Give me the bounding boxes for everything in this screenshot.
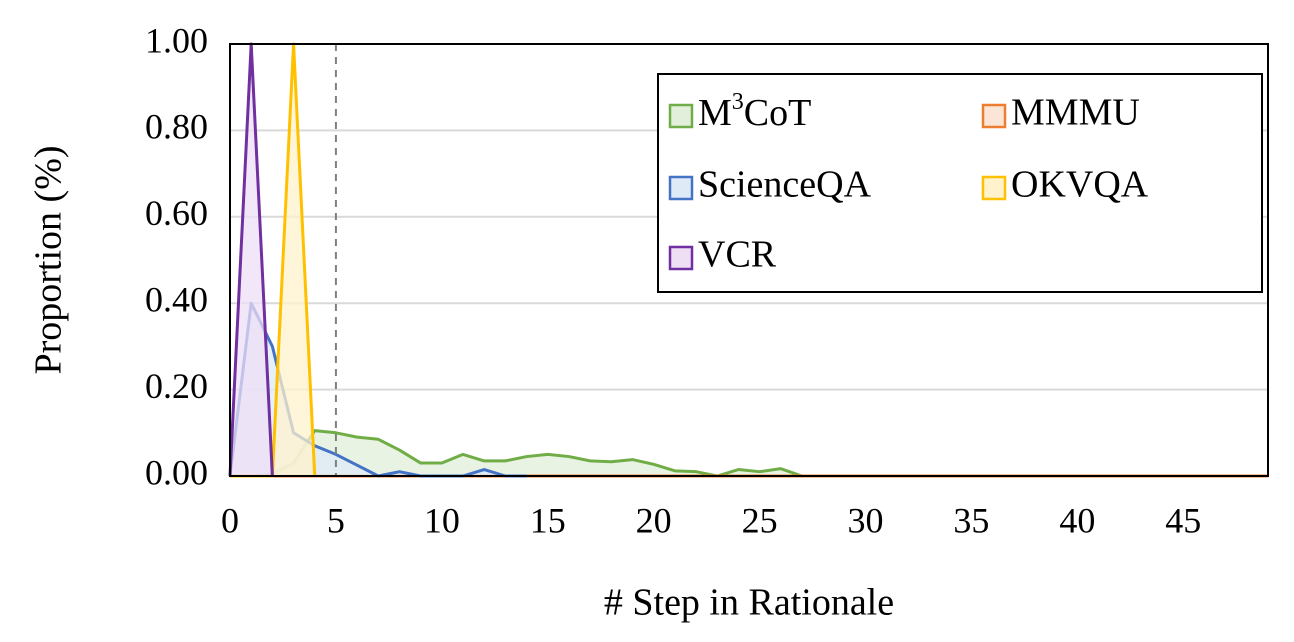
y-tick-labels: 0.00 0.20 0.40 0.60 0.80 1.00 [145,20,208,492]
legend-label: VCR [698,234,777,276]
x-tick-label: 5 [327,500,345,540]
x-tick-label: 25 [742,500,778,540]
series-area [230,44,315,476]
x-tick-label: 45 [1165,500,1201,540]
legend-item: VCR [668,234,777,276]
legend-label: OKVQA [1011,164,1149,206]
legend-box [657,73,1263,293]
x-tick-label: 10 [424,500,460,540]
legend-label: M3CoT [698,89,811,134]
legend-item: M3CoT [668,89,811,134]
legend-item: ScienceQA [668,164,872,206]
y-tick-label: 0.80 [145,107,208,147]
plot-frame [229,43,1269,477]
x-tick-labels: 0 5 10 15 20 25 30 35 40 45 [221,500,1201,540]
y-tick-label: 1.00 [145,20,208,60]
legend: M3CoT MMMU ScienceQA OKVQA VCR [657,73,1263,293]
x-tick-label: 35 [953,500,989,540]
y-axis-title: Proportion (%) [28,145,70,374]
legend-swatch [981,175,1007,201]
legend-swatch [668,245,694,271]
legend-swatch [981,103,1007,129]
legend-label: ScienceQA [698,164,872,206]
x-tick-label: 15 [530,500,566,540]
series-area [230,430,930,476]
y-tick-label: 0.00 [145,452,208,492]
x-tick-label: 0 [221,500,239,540]
x-tick-label: 40 [1059,500,1095,540]
legend-swatch [668,103,694,129]
series-area [230,44,273,476]
y-tick-label: 0.20 [145,366,208,406]
legend-item: OKVQA [981,164,1149,206]
x-tick-label: 30 [848,500,884,540]
y-tick-label: 0.40 [145,279,208,319]
y-tick-label: 0.60 [145,193,208,233]
legend-swatch [668,175,694,201]
x-axis-title: # Step in Rationale [604,582,894,624]
series-4 [228,42,274,477]
legend-item: MMMU [981,92,1140,134]
x-tick-label: 20 [636,500,672,540]
legend-label: MMMU [1011,92,1140,134]
